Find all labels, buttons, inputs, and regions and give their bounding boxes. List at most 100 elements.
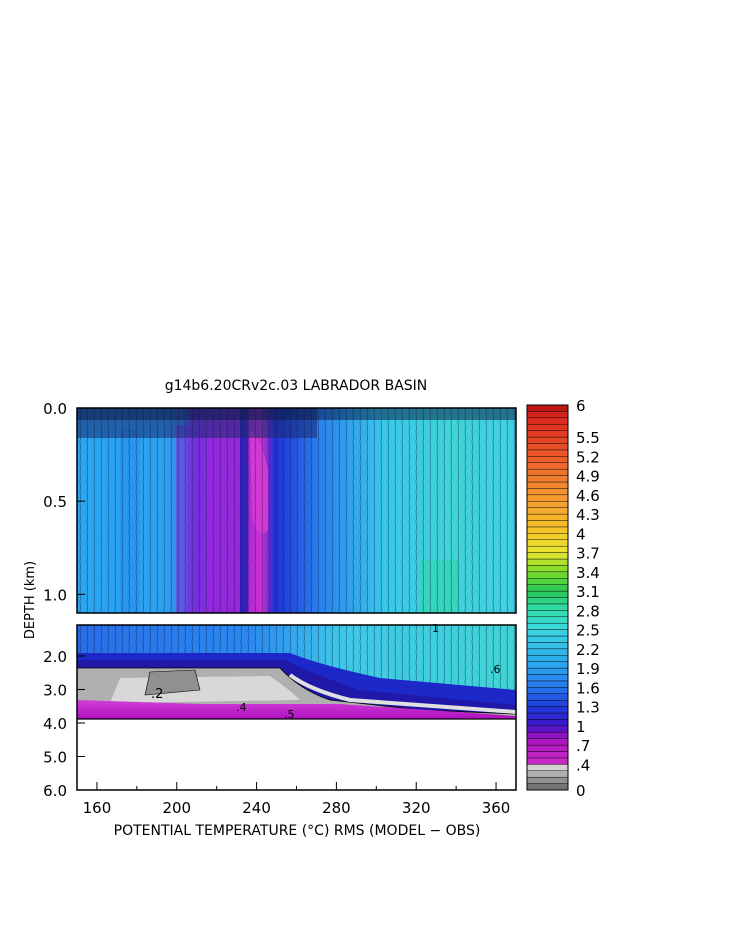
contour-label: .5 xyxy=(284,708,295,721)
y-axis-label: DEPTH (km) xyxy=(23,561,38,639)
upper-panel-field xyxy=(77,408,516,613)
x-axis: 160 200 240 280 320 360 xyxy=(83,782,511,817)
colorbar-band xyxy=(526,411,569,419)
colorbar-band xyxy=(526,674,569,682)
colorbar-band xyxy=(526,597,569,605)
colorbar-band xyxy=(526,456,569,463)
colorbar-label: 4.9 xyxy=(576,468,600,486)
colorbar-label: .7 xyxy=(576,737,590,755)
colorbar-band xyxy=(526,770,569,778)
colorbar-label: 4 xyxy=(576,525,586,543)
y-tick-label: 2.0 xyxy=(43,648,67,666)
colorbar-band xyxy=(526,706,569,714)
colorbar-label: 1.9 xyxy=(576,660,600,678)
colorbar-band xyxy=(526,404,569,412)
colorbar-band xyxy=(526,776,569,784)
colorbar-band xyxy=(526,558,569,566)
colorbar-band xyxy=(526,494,569,502)
colorbar-band xyxy=(526,764,569,771)
colorbar-band xyxy=(526,462,569,470)
colorbar-band xyxy=(526,565,569,573)
contour-label: 1 xyxy=(432,622,439,635)
colorbar-label: 4.6 xyxy=(576,487,600,505)
colorbar xyxy=(526,404,569,791)
contour-label-group: .2 .4 .5 .6 1 xyxy=(151,622,501,721)
colorbar-band xyxy=(526,661,569,669)
contour-label: .6 xyxy=(490,663,501,676)
colorbar-band xyxy=(526,571,569,579)
colorbar-label: 5.5 xyxy=(576,429,600,447)
colorbar-band xyxy=(526,719,569,727)
colorbar-band xyxy=(526,635,569,643)
colorbar-band xyxy=(526,603,569,611)
colorbar-band xyxy=(526,725,569,733)
colorbar-band xyxy=(526,616,569,624)
colorbar-label: 2.8 xyxy=(576,602,600,620)
colorbar-label: 1.3 xyxy=(576,699,600,717)
y-tick-label: 3.0 xyxy=(43,682,67,700)
colorbar-label: .4 xyxy=(576,756,590,774)
colorbar-band xyxy=(526,687,569,694)
colorbar-label: 1 xyxy=(576,718,586,736)
colorbar-band xyxy=(526,655,569,662)
colorbar-band xyxy=(526,513,569,521)
colorbar-band xyxy=(526,584,569,592)
y-tick-label: 5.0 xyxy=(43,749,67,767)
colorbar-band xyxy=(526,443,569,451)
colorbar-band xyxy=(526,712,569,720)
colorbar-label: 4.3 xyxy=(576,506,600,524)
chart-title: g14b6.20CRv2c.03 LABRADOR BASIN xyxy=(165,378,428,394)
colorbar-band xyxy=(526,699,569,707)
colorbar-band xyxy=(526,417,569,425)
colorbar-band xyxy=(526,783,569,791)
y-tick-label: 0.5 xyxy=(43,493,67,511)
colorbar-band xyxy=(526,520,569,528)
colorbar-band xyxy=(526,693,569,701)
y-tick-label: 4.0 xyxy=(43,715,67,733)
colorbar-band xyxy=(526,468,569,476)
y-tick-label: 6.0 xyxy=(43,782,67,800)
contour-label: .4 xyxy=(236,701,247,714)
colorbar-band xyxy=(526,488,569,496)
colorbar-band xyxy=(526,424,569,431)
colorbar-band xyxy=(526,552,569,560)
colorbar-band xyxy=(526,744,569,752)
colorbar-label: 2.5 xyxy=(576,622,600,640)
colorbar-label: 2.2 xyxy=(576,641,600,659)
colorbar-band xyxy=(526,539,569,547)
lower-panel-field xyxy=(77,625,516,719)
colorbar-band xyxy=(526,545,569,553)
y-tick-label: 0.0 xyxy=(43,400,67,418)
colorbar-label: 3.7 xyxy=(576,545,600,563)
colorbar-band xyxy=(526,642,569,650)
x-axis-label: POTENTIAL TEMPERATURE (°C) RMS (MODEL − … xyxy=(114,823,481,839)
colorbar-label: 0 xyxy=(576,782,586,800)
colorbar-band xyxy=(526,578,569,585)
upper-panel-frame xyxy=(76,407,517,614)
colorbar-band xyxy=(526,526,569,534)
colorbar-band xyxy=(526,622,569,630)
x-tick-label: 320 xyxy=(402,799,431,817)
x-tick-label: 160 xyxy=(83,799,112,817)
colorbar-band xyxy=(526,590,569,598)
x-tick-label: 200 xyxy=(162,799,191,817)
colorbar-band xyxy=(526,507,569,515)
colorbar-frame xyxy=(526,404,569,791)
lower-panel-frame xyxy=(76,624,517,791)
colorbar-label: 1.6 xyxy=(576,679,600,697)
colorbar-label: 3.1 xyxy=(576,583,600,601)
x-tick-label: 360 xyxy=(482,799,511,817)
colorbar-band xyxy=(526,610,569,617)
colorbar-band xyxy=(526,501,569,508)
colorbar-label: 3.4 xyxy=(576,564,600,582)
colorbar-band xyxy=(526,757,569,765)
colorbar-label: 5.2 xyxy=(576,448,600,466)
colorbar-band xyxy=(526,751,569,759)
colorbar-labels: 65.55.24.94.64.343.73.43.12.82.52.21.91.… xyxy=(576,397,600,800)
y-axis: 0.0 0.5 1.0 2.0 3.0 4.0 5.0 6.0 xyxy=(43,400,85,800)
colorbar-band xyxy=(526,475,569,483)
colorbar-band xyxy=(526,449,569,457)
colorbar-band xyxy=(526,667,569,675)
x-tick-label: 240 xyxy=(242,799,271,817)
